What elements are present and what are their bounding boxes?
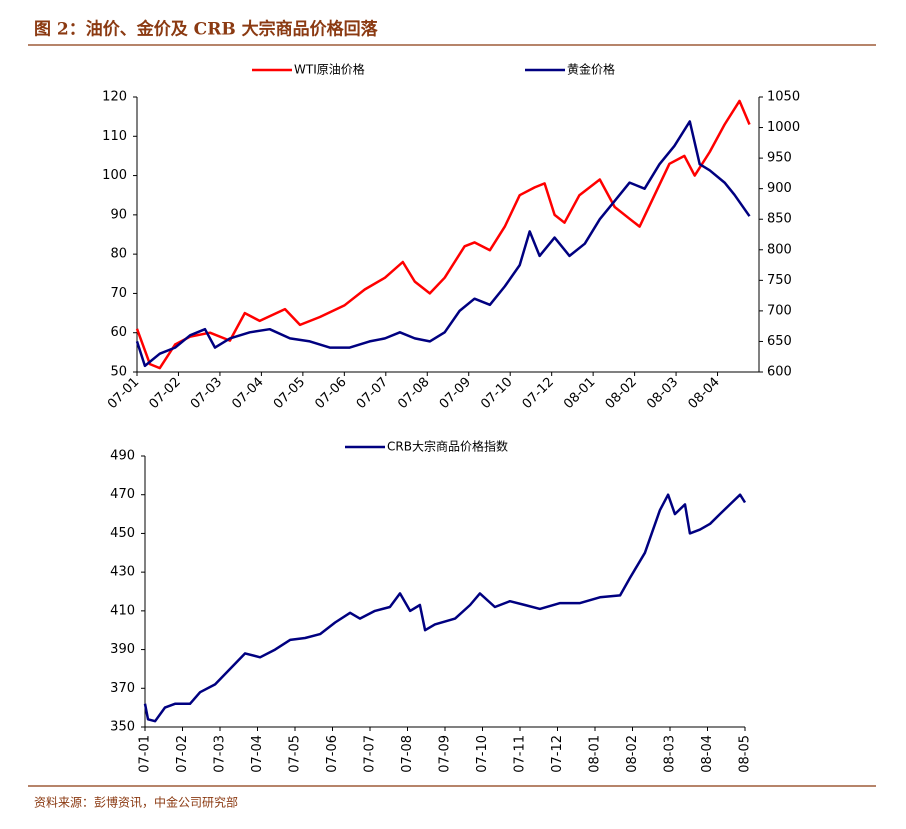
x-tick-label: 08-01 xyxy=(588,735,603,773)
x-tick-label: 07-10 xyxy=(478,375,515,412)
x-tick-label: 07-01 xyxy=(105,375,142,412)
x-tick-label: 07-10 xyxy=(475,735,490,773)
x-tick-label: 08-02 xyxy=(625,735,640,773)
x-tick-label: 07-08 xyxy=(395,375,432,412)
x-tick-label: 07-07 xyxy=(354,375,391,412)
legend-label: WTI原油价格 xyxy=(294,62,365,77)
x-tick-label: 07-11 xyxy=(513,735,528,773)
y-tick-label: 350 xyxy=(110,720,135,735)
y-tick-label: 80 xyxy=(110,247,127,262)
y-tick-label: 100 xyxy=(102,168,127,183)
y-tick-label: 470 xyxy=(110,487,135,502)
y-tick-label: 410 xyxy=(110,603,135,618)
figure-title: 图 2：油价、金价及 CRB 大宗商品价格回落 xyxy=(34,19,379,40)
x-tick-label: 07-05 xyxy=(288,735,303,773)
y2-tick-label: 950 xyxy=(767,151,792,166)
x-tick-label: 07-12 xyxy=(550,735,565,773)
legend-label: 黄金价格 xyxy=(567,62,615,77)
y-tick-label: 390 xyxy=(110,642,135,657)
y-tick-label: 450 xyxy=(110,526,135,541)
x-tick-label: 08-03 xyxy=(644,375,681,412)
y-tick-label: 370 xyxy=(110,681,135,696)
x-tick-label: 07-09 xyxy=(438,735,453,773)
y2-tick-label: 600 xyxy=(767,365,792,380)
y2-tick-label: 1050 xyxy=(767,90,800,105)
legend-label: CRB大宗商品价格指数 xyxy=(387,439,508,454)
x-tick-label: 08-03 xyxy=(663,735,678,773)
x-tick-label: 07-06 xyxy=(312,375,349,412)
y2-tick-label: 700 xyxy=(767,303,792,318)
x-tick-label: 07-04 xyxy=(250,735,265,773)
x-tick-label: 07-12 xyxy=(520,375,557,412)
y2-tick-label: 650 xyxy=(767,334,792,349)
y2-tick-label: 750 xyxy=(767,273,792,288)
y-tick-label: 90 xyxy=(110,207,127,222)
x-tick-label: 08-02 xyxy=(603,375,640,412)
series-line xyxy=(135,99,751,370)
y2-tick-label: 1000 xyxy=(767,120,800,135)
x-tick-label: 08-05 xyxy=(738,735,753,773)
y-tick-label: 110 xyxy=(102,129,127,144)
x-tick-label: 07-03 xyxy=(188,375,225,412)
y-tick-label: 430 xyxy=(110,565,135,580)
y2-tick-label: 900 xyxy=(767,181,792,196)
y2-tick-label: 850 xyxy=(767,212,792,227)
y-tick-label: 70 xyxy=(110,286,127,301)
series-line xyxy=(135,120,751,368)
y-tick-label: 50 xyxy=(110,365,127,380)
x-tick-label: 08-01 xyxy=(561,375,598,412)
x-tick-label: 07-03 xyxy=(213,735,228,773)
y-tick-label: 60 xyxy=(110,325,127,340)
x-tick-label: 07-02 xyxy=(175,735,190,773)
source-note: 资料来源：彭博资讯，中金公司研究部 xyxy=(34,795,238,810)
x-tick-label: 07-05 xyxy=(271,375,308,412)
x-tick-label: 07-04 xyxy=(229,375,266,412)
x-tick-label: 07-09 xyxy=(437,375,474,412)
y-tick-label: 490 xyxy=(110,449,135,464)
x-tick-label: 08-04 xyxy=(686,375,723,412)
series-line xyxy=(143,493,747,723)
y-tick-label: 120 xyxy=(102,90,127,105)
x-tick-label: 07-08 xyxy=(400,735,415,773)
x-tick-label: 08-04 xyxy=(700,735,715,773)
y2-tick-label: 800 xyxy=(767,242,792,257)
x-tick-label: 07-02 xyxy=(146,375,183,412)
x-tick-label: 07-06 xyxy=(325,735,340,773)
x-tick-label: 07-01 xyxy=(138,735,153,773)
x-tick-label: 07-07 xyxy=(363,735,378,773)
